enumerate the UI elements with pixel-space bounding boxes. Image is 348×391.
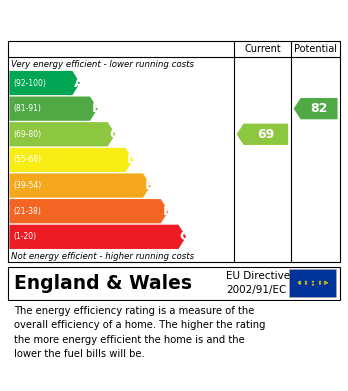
Text: 69: 69 [257, 128, 275, 141]
Polygon shape [9, 199, 168, 223]
Text: (55-68): (55-68) [14, 155, 42, 165]
Text: Energy Efficiency Rating: Energy Efficiency Rating [14, 11, 235, 27]
Text: (81-91): (81-91) [14, 104, 41, 113]
Text: Potential: Potential [294, 44, 337, 54]
Text: England & Wales: England & Wales [14, 274, 192, 292]
Polygon shape [9, 174, 151, 198]
Text: ★: ★ [323, 280, 326, 284]
Text: Current: Current [244, 44, 281, 54]
Text: ★: ★ [323, 282, 326, 286]
Polygon shape [9, 122, 116, 146]
Text: E: E [145, 179, 154, 192]
Text: B: B [92, 102, 102, 115]
Text: (92-100): (92-100) [14, 79, 46, 88]
Text: C: C [110, 128, 119, 141]
Text: F: F [163, 205, 172, 218]
Text: ★: ★ [296, 281, 300, 285]
Bar [289, 269, 336, 297]
Polygon shape [294, 98, 338, 119]
Polygon shape [9, 97, 98, 121]
Text: ★: ★ [303, 282, 307, 286]
Text: (39-54): (39-54) [14, 181, 42, 190]
Text: ★: ★ [317, 282, 321, 286]
Text: (1-20): (1-20) [14, 232, 37, 241]
Polygon shape [9, 71, 80, 95]
Text: (21-38): (21-38) [14, 207, 41, 216]
Polygon shape [9, 225, 186, 249]
Text: ★: ★ [298, 282, 302, 286]
Text: G: G [180, 230, 190, 243]
Text: The energy efficiency rating is a measure of the
overall efficiency of a home. T: The energy efficiency rating is a measur… [14, 306, 266, 359]
Text: ★: ★ [298, 280, 302, 284]
Text: ★: ★ [310, 280, 314, 283]
Text: ★: ★ [303, 280, 307, 284]
Text: Not energy efficient - higher running costs: Not energy efficient - higher running co… [11, 252, 194, 261]
Polygon shape [9, 148, 133, 172]
Text: Very energy efficient - lower running costs: Very energy efficient - lower running co… [11, 60, 194, 69]
Text: 82: 82 [310, 102, 328, 115]
Text: ★: ★ [317, 280, 321, 284]
Text: EU Directive
2002/91/EC: EU Directive 2002/91/EC [226, 271, 290, 295]
Text: A: A [74, 77, 84, 90]
Text: (69-80): (69-80) [14, 130, 42, 139]
Text: ★: ★ [310, 283, 314, 287]
Text: ★: ★ [324, 281, 329, 285]
Polygon shape [237, 124, 288, 145]
Text: D: D [126, 153, 137, 167]
